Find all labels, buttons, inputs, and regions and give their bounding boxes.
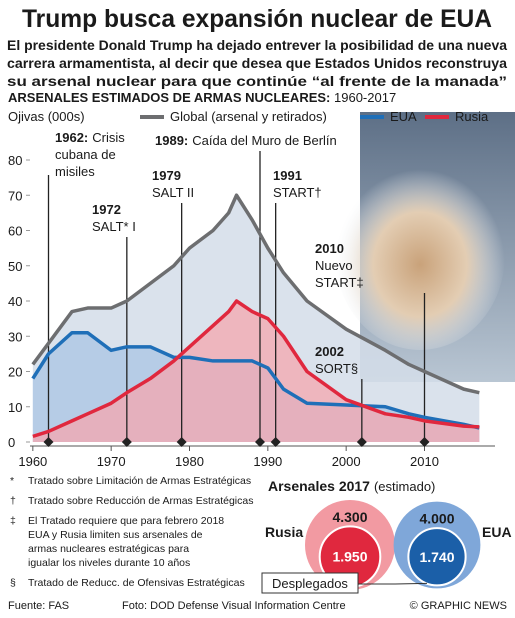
- y-tick-label: 30: [8, 329, 22, 344]
- annotation-year: 1962:: [55, 130, 88, 145]
- footnote-text: El Tratado requiere que para febrero 201…: [28, 515, 224, 527]
- annotation-text: Nuevo: [315, 258, 353, 273]
- y-tick-label: 50: [8, 259, 22, 274]
- total-label: 4.300: [332, 509, 367, 525]
- annotation: 2002 SORT§: [315, 344, 358, 376]
- section-title: ARSENALES ESTIMADOS DE ARMAS NUCLEARES: …: [8, 90, 396, 105]
- y-tick-label: 40: [8, 294, 22, 309]
- deployed-box: [261, 572, 359, 594]
- deployed-title: Desplegados: [272, 576, 348, 591]
- annotation: 2010 Nuevo START‡: [315, 241, 364, 290]
- circles-heading: Arsenales 2017 (estimado): [268, 478, 435, 494]
- legend-label: Rusia: [455, 109, 489, 124]
- subtitle-line: El presidente Donald Trump ha dejado ent…: [7, 37, 507, 53]
- annotation: 1979 SALT II: [152, 168, 194, 200]
- y-axis-label: Ojivas (000s): [8, 109, 85, 124]
- annotation-marker: [270, 437, 281, 447]
- chart-subtitle: 1960-2017: [334, 90, 396, 105]
- subtitle-line: su arsenal nuclear para que continúe “al…: [7, 73, 507, 89]
- series-line: [31, 330, 480, 430]
- x-tick-label: 2010: [410, 454, 439, 469]
- circles-title: Arsenales 2017: [268, 478, 370, 494]
- annotation-text: SALT II: [152, 185, 194, 200]
- series-line: [32, 299, 480, 439]
- annotation-year: 1991: [273, 168, 302, 183]
- annotation: 1991 START†: [273, 168, 322, 200]
- photo-credit: Foto: DOD Defense Visual Information Cen…: [122, 600, 346, 612]
- country-label: Rusia: [265, 524, 303, 540]
- plot: 0 10 20 30 40 50 60 70 80 1960 1970 1980 1990 2000 201…: [8, 109, 495, 469]
- annotation-text: Caída del Muro de Berlín: [192, 133, 337, 148]
- x-tick-label: 1960: [18, 454, 47, 469]
- annotation-text: cubana de: [55, 147, 116, 162]
- annotation-marker: [419, 437, 430, 447]
- subtitle-line: carrera armamentista, al decir que desea…: [7, 55, 507, 71]
- x-tick-label: 1990: [253, 454, 282, 469]
- y-tick-label: 10: [8, 400, 22, 415]
- legend-label: Global (arsenal y retirados): [170, 109, 327, 124]
- footnote-text: Tratado sobre Reducción de Armas Estraté…: [28, 495, 253, 507]
- annotation-text: Crisis: [92, 130, 125, 145]
- footnote-symbol: †: [10, 495, 16, 507]
- y-tick-label: 0: [8, 435, 15, 450]
- y-tick-label: 60: [8, 224, 22, 239]
- photo-smoke: [335, 160, 505, 350]
- annotation-year: 2002: [315, 344, 344, 359]
- circles-subtitle: (estimado): [374, 479, 435, 494]
- title: Trump busca expansión nuclear de EUA: [22, 5, 492, 33]
- total-label: 4.000: [419, 511, 454, 527]
- lower-panel: Arsenales 2017 (estimado) 4.300 1.950 Rusia 4…: [10, 475, 512, 594]
- source: Fuente: FAS: [8, 600, 69, 612]
- x-tick-label: 1980: [175, 454, 204, 469]
- deployed-label: 1.740: [419, 549, 454, 565]
- series-area: [32, 301, 480, 442]
- chart-title: ARSENALES ESTIMADOS DE ARMAS NUCLEARES:: [8, 90, 330, 105]
- annotation-text: SALT* I: [92, 219, 136, 234]
- footnote-symbol: §: [10, 577, 16, 589]
- annotation: 1962: Crisis cubana de misiles: [55, 130, 125, 179]
- annotation-text: START†: [273, 185, 322, 200]
- annotation-year: 1972: [92, 202, 121, 217]
- deployed-label: 1.950: [332, 549, 367, 565]
- y-tick-label: 80: [8, 153, 22, 168]
- footnote-text: Tratado sobre Limitación de Armas Estrat…: [28, 475, 251, 487]
- x-tick-label: 1970: [97, 454, 126, 469]
- series-line: [31, 193, 480, 395]
- y-tick-label: 20: [8, 365, 22, 380]
- annotation-marker: [255, 437, 265, 447]
- annotation-marker: [43, 437, 54, 447]
- connector: [394, 582, 428, 585]
- country-label: EUA: [482, 524, 512, 540]
- footnote-symbol: *: [10, 475, 14, 487]
- annotation-text: misiles: [55, 164, 95, 179]
- y-tick-label: 70: [8, 188, 22, 203]
- annotation-marker: [356, 437, 367, 447]
- footnote-text: igualar los niveles durante 10 años: [28, 557, 190, 569]
- annotation-marker: [176, 437, 187, 447]
- annotation-text: SORT§: [315, 361, 358, 376]
- annotation-year: 1989:: [155, 133, 188, 148]
- x-tick-label: 2000: [332, 454, 361, 469]
- annotation-year: 1979: [152, 168, 181, 183]
- footnote-text: EUA y Rusia limiten sus arsenales de: [28, 529, 203, 541]
- footnote-symbol: ‡: [10, 515, 16, 527]
- legend-label: EUA: [390, 109, 417, 124]
- footnote-text: armas nucleares estratégicas para: [28, 543, 189, 555]
- annotation: 1972 SALT* I: [92, 202, 136, 234]
- credit: © GRAPHIC NEWS: [410, 600, 507, 612]
- annotation: 1989: Caída del Muro de Berlín: [155, 133, 337, 148]
- footnote-text: Tratado de Reducc. de Ofensivas Estratég…: [28, 577, 245, 589]
- subtitle: El presidente Donald Trump ha dejado ent…: [7, 37, 507, 89]
- deployed-circle: [407, 527, 467, 587]
- annotation-marker: [121, 437, 132, 447]
- annotation-year: 2010: [315, 241, 344, 256]
- annotation-text: START‡: [315, 275, 364, 290]
